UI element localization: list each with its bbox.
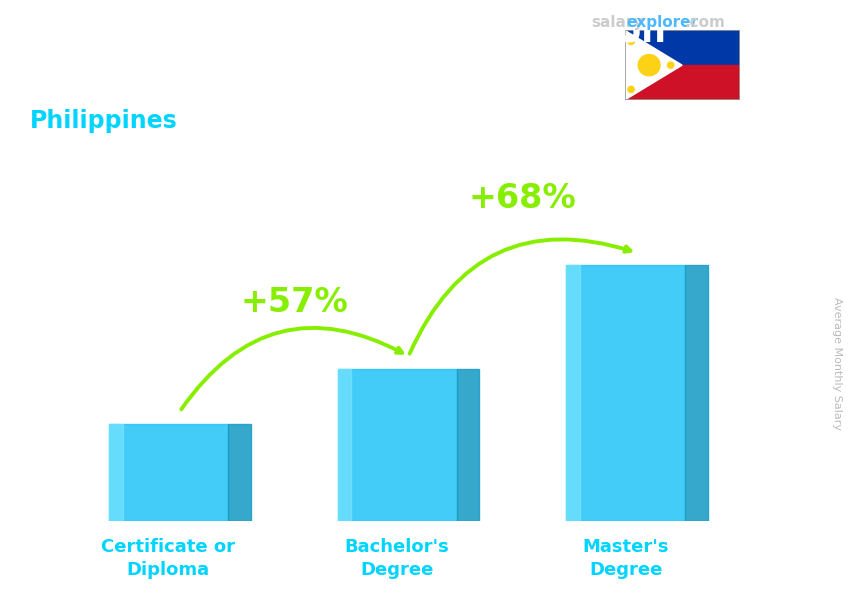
Polygon shape [625, 30, 740, 65]
Circle shape [628, 38, 634, 44]
Polygon shape [456, 368, 479, 521]
Text: 23,300 PHP: 23,300 PHP [87, 399, 204, 416]
Circle shape [667, 62, 674, 68]
Polygon shape [109, 424, 122, 521]
Text: Philippines: Philippines [30, 109, 178, 133]
Polygon shape [109, 424, 228, 521]
Text: 36,600 PHP: 36,600 PHP [315, 343, 433, 361]
Text: salary: salary [591, 15, 643, 30]
Circle shape [628, 86, 634, 93]
Text: explorer: explorer [626, 15, 699, 30]
Text: 61,400 PHP: 61,400 PHP [540, 240, 657, 258]
Polygon shape [566, 265, 685, 521]
Polygon shape [228, 424, 251, 521]
Text: +57%: +57% [241, 285, 348, 319]
Circle shape [638, 55, 660, 76]
Polygon shape [566, 265, 580, 521]
Text: +68%: +68% [469, 182, 577, 215]
Polygon shape [337, 368, 351, 521]
Polygon shape [337, 368, 456, 521]
Text: Salary Comparison By Education: Salary Comparison By Education [30, 15, 666, 49]
Text: Oracle Database Administrator: Oracle Database Administrator [30, 70, 395, 94]
Text: .com: .com [684, 15, 725, 30]
Polygon shape [685, 265, 708, 521]
Polygon shape [625, 65, 740, 100]
Text: Average Monthly Salary: Average Monthly Salary [832, 297, 842, 430]
Polygon shape [625, 30, 682, 100]
